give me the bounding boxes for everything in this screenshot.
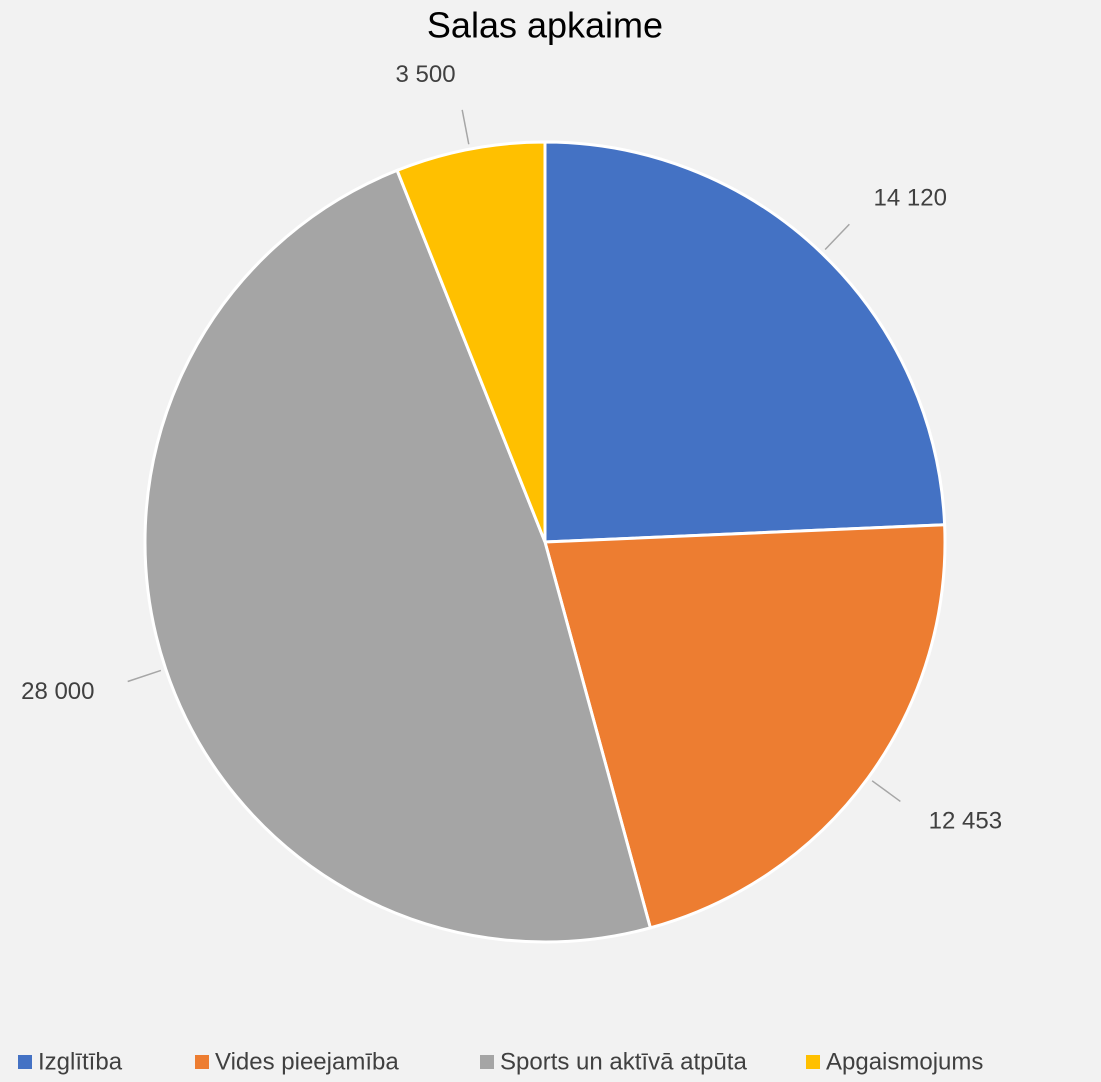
pie-slice [543, 140, 947, 544]
legend-swatch [806, 1055, 820, 1069]
legend-label: Apgaismojums [826, 1048, 983, 1075]
legend-label: Izglītība [38, 1048, 123, 1075]
data-label: 14 120 [874, 184, 947, 211]
pie-slice [143, 168, 653, 944]
legend-swatch [480, 1055, 494, 1069]
leader-line [871, 780, 901, 803]
pie-slice [395, 140, 547, 543]
leader-line [824, 223, 850, 251]
legend-label: Sports un aktīvā atpūta [500, 1048, 747, 1075]
data-label: 3 500 [396, 61, 456, 88]
leader-line [461, 109, 470, 145]
legend-swatch [195, 1055, 209, 1069]
data-label: 28 000 [21, 678, 94, 705]
legend-swatch [18, 1055, 32, 1069]
legend-label: Vides pieejamība [215, 1048, 399, 1075]
data-label: 12 453 [929, 807, 1002, 834]
chart-title: Salas apkaime [427, 5, 663, 46]
pie-slice [543, 523, 947, 930]
leader-line [127, 669, 162, 683]
